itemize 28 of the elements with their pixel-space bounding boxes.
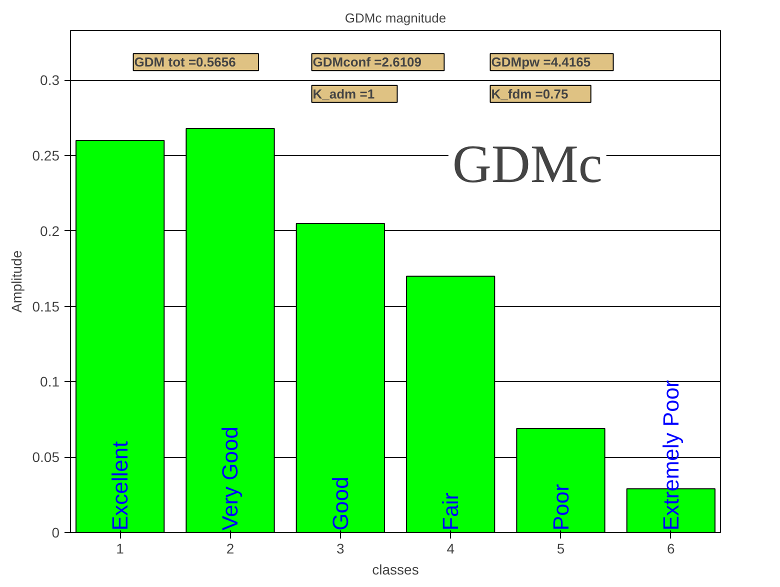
y-tick-label: 0.05 bbox=[32, 449, 60, 466]
annotation: GDMconf =2.6109 bbox=[312, 54, 422, 70]
x-tick-label: 3 bbox=[336, 540, 345, 556]
annotation: Fair bbox=[438, 492, 464, 530]
annotation: Extremely Poor bbox=[658, 380, 684, 530]
x-tick-label: 4 bbox=[446, 540, 455, 556]
annotation: GDMpw =4.4165 bbox=[491, 54, 591, 70]
chart-title: GDMc magnitude bbox=[344, 10, 446, 26]
y-tick-label: 0 bbox=[52, 524, 60, 540]
annotation: Very Good bbox=[218, 426, 243, 530]
y-tick-label: 0.2 bbox=[40, 223, 60, 239]
annotation: Excellent bbox=[108, 441, 133, 530]
y-tick-label: 0.25 bbox=[32, 148, 60, 164]
y-tick-label: 0.15 bbox=[32, 298, 60, 314]
annotation: GDMc bbox=[452, 134, 602, 194]
x-tick-label: 6 bbox=[667, 540, 676, 556]
annotation: Poor bbox=[548, 484, 574, 530]
x-tick-label: 1 bbox=[116, 540, 124, 556]
x-tick-label: 5 bbox=[556, 540, 565, 556]
y-axis-title: Amplitude bbox=[8, 250, 24, 313]
annotation: GDM tot =0.5656 bbox=[134, 54, 236, 70]
x-tick-label: 2 bbox=[226, 540, 234, 556]
x-axis-title: classes bbox=[372, 562, 419, 578]
y-tick-label: 0.3 bbox=[40, 72, 60, 88]
annotation: K_fdm =0.75 bbox=[491, 86, 568, 102]
annotation: K_adm =1 bbox=[312, 86, 375, 102]
y-tick-label: 0.1 bbox=[40, 374, 60, 390]
annotation: Good bbox=[328, 476, 353, 530]
